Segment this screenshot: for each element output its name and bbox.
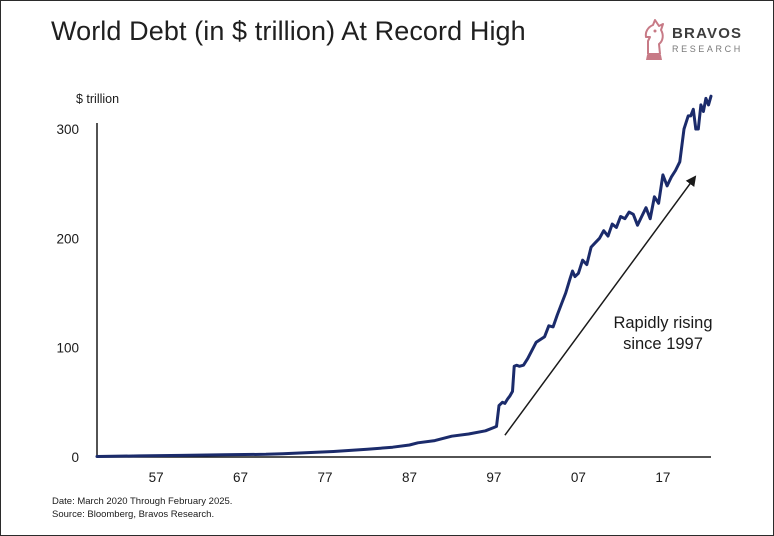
x-axis: 57 67 77 87 97 07 17 bbox=[97, 456, 711, 485]
x-tick-label: 07 bbox=[571, 470, 586, 485]
annotation: Rapidly rising since 1997 bbox=[504, 175, 713, 436]
source-footnote: Source: Bloomberg, Bravos Research. bbox=[52, 509, 215, 520]
x-tick-label: 77 bbox=[318, 470, 333, 485]
knight-chess-piece-icon bbox=[644, 19, 664, 60]
x-tick-label: 17 bbox=[655, 470, 670, 485]
y-tick-label: 0 bbox=[71, 450, 79, 465]
annotation-text: Rapidly rising bbox=[613, 314, 712, 332]
series-layer bbox=[95, 94, 713, 458]
date-footnote: Date: March 2020 Through February 2025. bbox=[52, 496, 233, 507]
rising-trend-arrow bbox=[504, 175, 697, 436]
brand-name: BRAVOS bbox=[672, 25, 743, 42]
brand-subtitle: RESEARCH bbox=[672, 44, 743, 54]
annotation-text: since 1997 bbox=[623, 335, 703, 353]
y-tick-label: 300 bbox=[56, 122, 79, 137]
y-axis: 0 100 200 300 bbox=[56, 122, 98, 465]
x-tick-label: 97 bbox=[486, 470, 501, 485]
y-tick-label: 100 bbox=[56, 341, 79, 356]
x-tick-label: 67 bbox=[233, 470, 248, 485]
bravos-logo: BRAVOS RESEARCH bbox=[640, 16, 750, 64]
x-tick-label: 57 bbox=[149, 470, 164, 485]
debt-series-line bbox=[95, 94, 713, 458]
y-axis-label: $ trillion bbox=[76, 92, 119, 106]
y-tick-label: 200 bbox=[56, 231, 79, 246]
chart-title: World Debt (in $ trillion) At Record Hig… bbox=[51, 16, 526, 46]
x-tick-label: 87 bbox=[402, 470, 417, 485]
